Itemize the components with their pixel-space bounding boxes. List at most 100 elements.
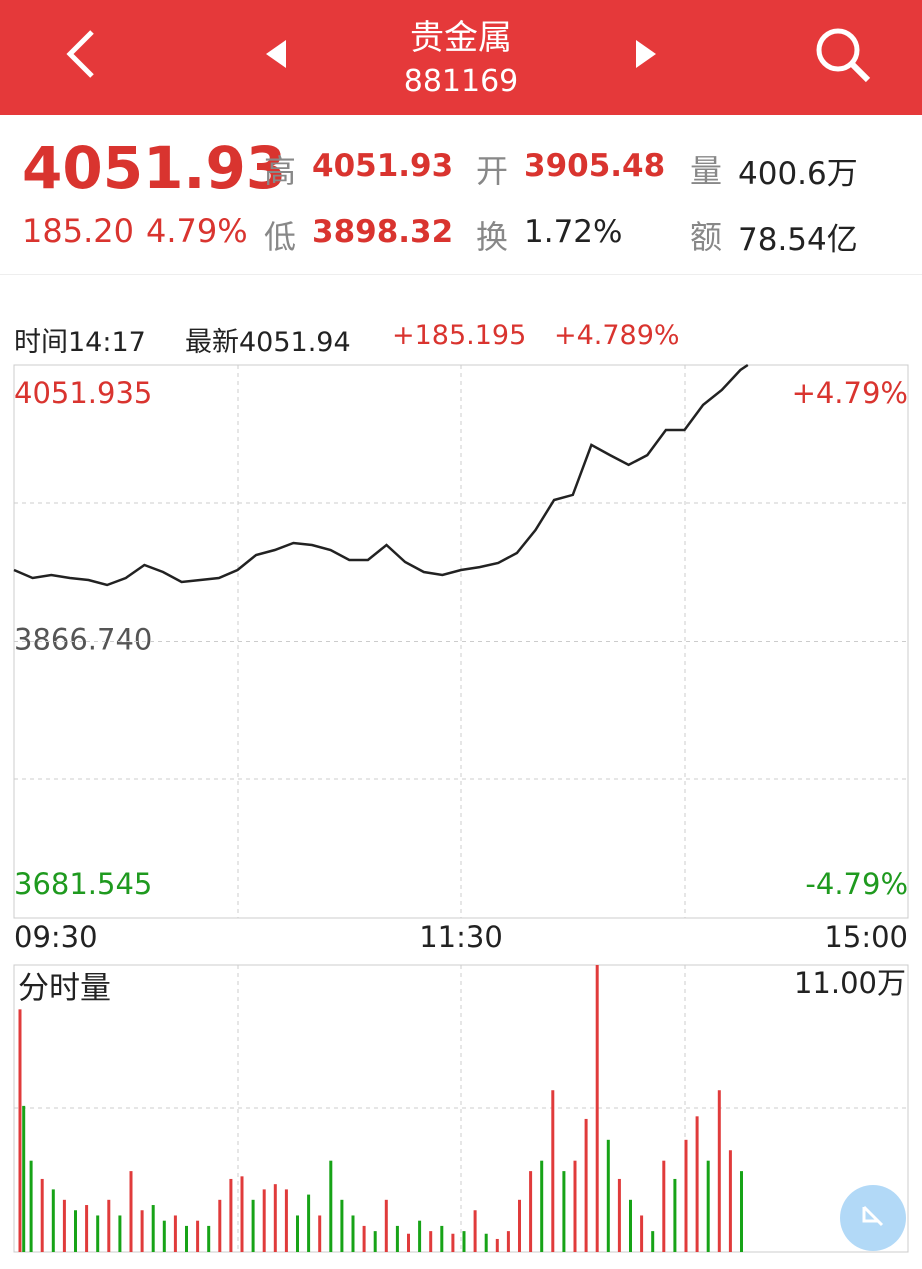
volume-bar — [284, 1189, 288, 1252]
volume-bar — [151, 1205, 155, 1252]
open: 3905.48 — [524, 148, 666, 184]
volume-bar — [129, 1171, 133, 1252]
volume-bar — [407, 1233, 410, 1252]
high: 4051.93 — [312, 148, 454, 184]
y-tick-label: 11.00万 — [794, 966, 906, 1000]
volume-bar — [85, 1205, 89, 1252]
search-button[interactable] — [810, 24, 874, 88]
volume-bar — [307, 1194, 311, 1252]
volume: 400.6万 — [738, 156, 858, 192]
volume-bar — [451, 1233, 455, 1252]
amount: 78.54亿 — [738, 222, 858, 258]
volume-bar — [22, 1105, 26, 1252]
volume-bar — [606, 1139, 610, 1252]
volume-bar — [495, 1238, 499, 1252]
volume-bar — [728, 1150, 732, 1252]
volume-bar — [440, 1225, 444, 1252]
turnover-label: 换 — [476, 218, 509, 256]
volume-bar — [418, 1220, 422, 1252]
x-tick-label: 09:30 — [14, 920, 98, 954]
volume-bar — [395, 1225, 399, 1252]
volume-bar — [173, 1215, 177, 1252]
volume-bar — [662, 1160, 666, 1252]
change: 185.20 — [22, 212, 134, 250]
volume-bar — [318, 1215, 322, 1252]
volume-bar — [140, 1210, 144, 1252]
volume-bar — [373, 1231, 377, 1252]
volume-bar — [351, 1215, 355, 1252]
volume-bar — [740, 1171, 743, 1252]
float-button[interactable] — [840, 1185, 910, 1255]
header: 贵金属 881169 — [0, 0, 922, 115]
y-tick-label: 3681.545 — [14, 867, 152, 901]
volume-bar — [684, 1139, 688, 1252]
x-tick-label: 15:00 — [824, 920, 908, 954]
volume-bar — [595, 965, 599, 1252]
volume-bar — [551, 1090, 555, 1252]
volume-bar — [562, 1171, 566, 1252]
volume-bar — [640, 1215, 644, 1252]
volume-bar — [629, 1199, 632, 1252]
y-tick-label: 3866.740 — [14, 623, 152, 657]
prev-button[interactable] — [262, 38, 288, 70]
volume-bar — [273, 1184, 277, 1252]
open-label: 开 — [476, 152, 509, 190]
volume-bar — [540, 1160, 544, 1252]
volume-bar — [229, 1178, 233, 1252]
volume-bar — [384, 1199, 388, 1252]
volume-bar — [262, 1189, 266, 1252]
volume-bar — [518, 1199, 521, 1252]
volume-bar — [185, 1225, 188, 1252]
volume-bar — [362, 1225, 366, 1252]
volume-bar — [473, 1210, 477, 1252]
volume-bar — [107, 1199, 111, 1252]
y-tick-label: 4051.935 — [14, 376, 152, 410]
volume-bar — [329, 1160, 333, 1252]
volume-bar — [29, 1160, 33, 1252]
volume-bar — [651, 1231, 655, 1252]
volume-bar — [240, 1176, 244, 1252]
time: 时间14:17 — [14, 327, 146, 358]
volume-bar — [695, 1116, 699, 1252]
volume-bar — [18, 1009, 22, 1252]
volume-bar — [673, 1178, 677, 1252]
change-pct: 4.79% — [146, 212, 248, 250]
info-change-pct: +4.789% — [554, 320, 680, 351]
volume-bar — [462, 1231, 466, 1252]
y2-tick-label: +4.79% — [792, 376, 908, 410]
volume-bar — [40, 1178, 44, 1252]
volume-bar — [162, 1220, 166, 1252]
volume-bar — [484, 1233, 488, 1252]
volume-label: 量 — [690, 152, 723, 190]
volume-bar — [706, 1160, 710, 1252]
x-tick-label: 11:30 — [419, 920, 503, 954]
back-button[interactable] — [60, 28, 100, 80]
volume-bar — [584, 1118, 588, 1252]
low: 3898.32 — [312, 214, 454, 250]
volume-bar — [296, 1215, 299, 1252]
volume-bar — [74, 1210, 77, 1252]
latest: 最新4051.94 — [185, 327, 351, 358]
info-change: +185.195 — [392, 320, 527, 351]
volume-bar — [617, 1178, 621, 1252]
volume-bar — [218, 1199, 222, 1252]
volume-bar — [506, 1231, 510, 1252]
price-line — [13, 363, 749, 587]
divider — [0, 274, 922, 275]
y2-tick-label: -4.79% — [805, 867, 908, 901]
volume-bar — [51, 1189, 55, 1252]
title: 贵金属 — [410, 18, 512, 58]
low-label: 低 — [264, 218, 297, 256]
high-label: 高 — [264, 152, 297, 190]
volume-bar — [340, 1199, 344, 1252]
volume-bar — [118, 1215, 122, 1252]
layout-grid — [14, 365, 908, 1252]
volume-bar — [717, 1090, 721, 1252]
next-button[interactable] — [634, 38, 660, 70]
volume-title: 分时量 — [18, 971, 111, 1007]
price: 4051.93 — [22, 134, 287, 202]
volume-bar — [429, 1231, 433, 1252]
amount-label: 额 — [690, 218, 723, 256]
